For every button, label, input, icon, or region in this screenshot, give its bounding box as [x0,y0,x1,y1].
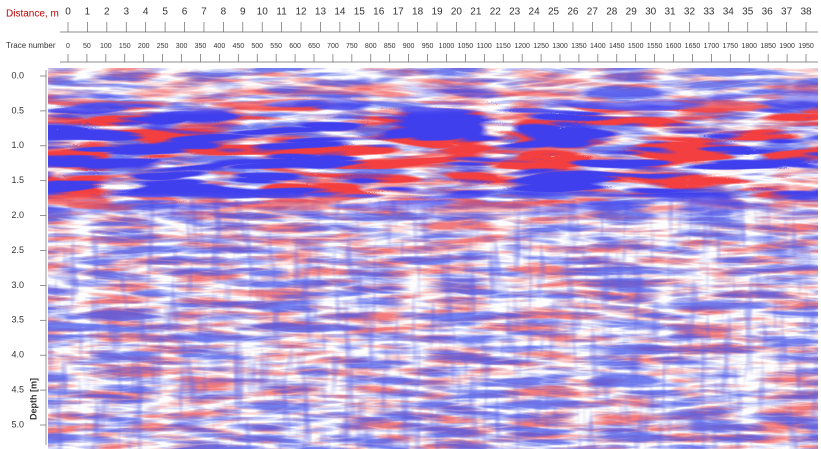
x2-tick-label: 1750 [723,43,739,50]
x2-tick-label: 350 [195,43,207,50]
x2-tick-label: 1700 [704,43,720,50]
x2-tick-label: 1900 [779,43,795,50]
y-tick-label: 0.0 [11,70,24,80]
y-tick-label: 3.5 [11,315,24,325]
x-tick-label: 15 [354,7,366,18]
x-tick-label: 9 [240,7,246,18]
x2-tick-label: 150 [119,43,131,50]
x-tick-label: 10 [257,7,269,18]
x-tick-label: 31 [664,7,676,18]
x-tick-label: 35 [742,7,754,18]
x-tick-label: 32 [684,7,696,18]
x2-tick-label: 1800 [741,43,757,50]
x2-tick-label: 750 [346,43,358,50]
x2-tick-label: 450 [232,43,244,50]
y-tick-label: 2.0 [11,210,24,220]
x2-tick-label: 550 [270,43,282,50]
x2-tick-label: 100 [100,43,112,50]
x2-tick-label: 1950 [798,43,814,50]
x-tick-label: 14 [334,7,346,18]
x2-tick-label: 650 [308,43,320,50]
x2-tick-label: 600 [289,43,301,50]
x2-tick-label: 1650 [685,43,701,50]
x2-tick-label: 900 [403,43,415,50]
x-tick-label: 0 [65,7,71,18]
radargram-texture [48,68,818,449]
x-tick-label: 33 [703,7,715,18]
x-tick-label: 11 [276,7,287,18]
y-axis-label: Depth [m] [28,378,38,420]
x2-tick-label: 1100 [477,43,492,50]
x2-tick-label: 1500 [628,43,644,50]
x-tick-label: 37 [781,7,793,18]
x2-tick-label: 1550 [647,43,663,50]
x2-tick-label: 950 [422,43,434,50]
x-tick-label: 7 [201,7,207,18]
x-tick-label: 38 [800,7,812,18]
x-tick-label: 6 [182,7,188,18]
x-tick-label: 19 [431,7,443,18]
y-tick-label: 1.0 [11,140,24,150]
x-tick-label: 5 [162,7,168,18]
x2-tick-label: 1400 [590,43,606,50]
x2-tick-label: 1050 [458,43,474,50]
y-tick-label: 3.0 [11,280,24,290]
x2-tick-label: 1150 [496,43,511,50]
x2-tick-label: 300 [176,43,188,50]
x-tick-label: 1 [85,7,91,18]
x2-tick-label: 1250 [533,43,549,50]
x2-axis-label: Trace number [6,41,56,50]
x-tick-label: 36 [762,7,774,18]
y-tick-label: 5.0 [11,419,24,429]
x2-tick-label: 1350 [571,43,587,50]
x2-tick-label: 200 [138,43,150,50]
x2-tick-label: 850 [384,43,396,50]
x-axis-label: Distance, m [6,9,59,20]
x2-tick-label: 1600 [666,43,682,50]
x-tick-label: 24 [529,7,541,18]
y-tick-label: 0.5 [11,105,24,115]
x2-tick-label: 700 [327,43,339,50]
x-tick-label: 4 [143,7,149,18]
x-tick-label: 25 [548,7,560,18]
x-tick-label: 13 [315,7,327,18]
x2-tick-label: 50 [83,43,91,50]
x-tick-label: 8 [221,7,227,18]
x-tick-label: 12 [295,7,307,18]
x2-tick-label: 1300 [552,43,568,50]
x2-tick-label: 1450 [609,43,625,50]
x-tick-label: 16 [373,7,385,18]
x-tick-label: 27 [587,7,599,18]
x2-tick-label: 0 [66,43,70,50]
x-tick-label: 30 [645,7,657,18]
x2-tick-label: 1200 [514,43,530,50]
x-tick-label: 22 [490,7,502,18]
x-tick-label: 34 [723,7,735,18]
x-tick-label: 3 [123,7,129,18]
x-tick-label: 28 [606,7,618,18]
x-tick-label: 21 [470,7,482,18]
x-tick-label: 26 [567,7,579,18]
x2-tick-label: 800 [365,43,377,50]
x2-tick-label: 1850 [760,43,776,50]
y-tick-label: 4.5 [11,384,24,394]
x-tick-label: 23 [509,7,521,18]
x2-tick-label: 500 [251,43,263,50]
x-tick-label: 2 [104,7,110,18]
y-tick-label: 2.5 [11,245,24,255]
x-tick-label: 29 [626,7,638,18]
x-tick-label: 18 [412,7,424,18]
x2-tick-label: 250 [157,43,169,50]
x-tick-label: 20 [451,7,463,18]
y-tick-label: 1.5 [11,175,24,185]
y-tick-label: 4.0 [11,350,24,360]
x2-tick-label: 400 [214,43,226,50]
x-tick-label: 17 [393,7,405,18]
x2-tick-label: 1000 [439,43,455,50]
